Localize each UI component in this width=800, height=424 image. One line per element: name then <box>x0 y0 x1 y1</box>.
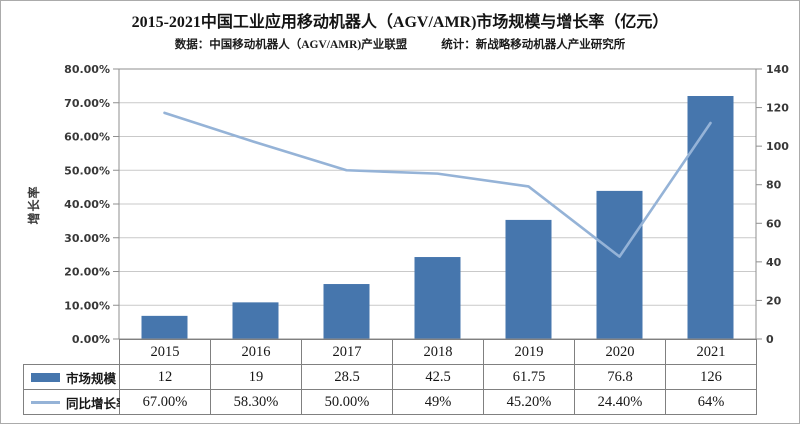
right-axis-tick-label: 40 <box>766 256 782 269</box>
line-legend-swatch <box>31 400 60 404</box>
value-cell: 49% <box>393 390 484 415</box>
year-cell: 2019 <box>484 339 575 365</box>
bar-2017 <box>323 284 370 339</box>
growth-rate-line <box>163 111 712 258</box>
value-cell: 28.5 <box>302 365 393 390</box>
bar-2020 <box>596 190 643 339</box>
legend-label: 同比增长率 <box>66 396 129 411</box>
chart-title: 2015-2021中国工业应用移动机器人（AGV/AMR)市场规模与增长率（亿元… <box>131 14 669 31</box>
chart-subtitle: 数据：中国移动机器人（AGV/AMR)产业联盟 统计：新战略移动机器人产业研究所 <box>1 36 799 52</box>
right-axis-tick-label: 80 <box>766 179 782 192</box>
left-axis-tick-label: 60.00% <box>64 131 110 144</box>
right-axis-tick-label: 100 <box>766 140 789 153</box>
year-cell: 2015 <box>120 339 211 365</box>
left-axis-tick-label: 50.00% <box>64 164 110 177</box>
year-cell: 2021 <box>666 339 757 365</box>
year-cell: 2017 <box>302 339 393 365</box>
left-axis-tick-label: 70.00% <box>64 97 110 110</box>
value-cell: 61.75 <box>484 365 575 390</box>
bar-2015 <box>141 315 188 339</box>
right-axis-tick-label: 120 <box>766 102 789 115</box>
statistics-source-label: 统计：新战略移动机器人产业研究所 <box>441 39 626 51</box>
bar-legend-swatch <box>31 372 60 382</box>
value-cell: 76.8 <box>575 365 666 390</box>
data-source-label: 数据：中国移动机器人（AGV/AMR)产业联盟 <box>174 39 408 51</box>
value-cell: 126 <box>666 365 757 390</box>
value-cell: 12 <box>120 365 211 390</box>
value-cell: 19 <box>211 365 302 390</box>
table-corner-cell <box>23 339 120 365</box>
value-cell: 50.00% <box>302 390 393 415</box>
bar-2016 <box>232 302 279 339</box>
right-axis-tick-label: 60 <box>766 217 782 230</box>
bar-2018 <box>414 257 461 339</box>
value-cell: 45.20% <box>484 390 575 415</box>
bar-2021 <box>687 96 734 339</box>
year-cell: 2018 <box>393 339 484 365</box>
value-cell: 67.00% <box>120 390 211 415</box>
left-axis-tick-label: 80.00% <box>64 63 110 76</box>
bar-2019 <box>505 219 552 339</box>
right-axis-tick-label: 140 <box>766 63 789 76</box>
left-axis-tick-label: 10.00% <box>64 299 110 312</box>
value-cell: 58.30% <box>211 390 302 415</box>
legend-row-header: 同比增长率 <box>23 390 129 415</box>
left-axis-tick-label: 0.00% <box>72 333 110 346</box>
value-cell: 42.5 <box>393 365 484 390</box>
year-cell: 2020 <box>575 339 666 365</box>
value-cell: 24.40% <box>575 390 666 415</box>
data-table: 2015 2016 2017 2018 2019 2020 2021 市场规模 12 19 28.5… <box>23 339 757 416</box>
right-axis-tick-label: 20 <box>766 294 782 307</box>
left-axis-tick-label: 40.00% <box>64 198 110 211</box>
right-axis-tick-label: 0 <box>766 333 774 346</box>
legend-row-header: 市场规模 <box>23 365 120 390</box>
year-cell: 2016 <box>211 339 302 365</box>
legend-label: 市场规模 <box>66 371 117 386</box>
left-axis-tick-label: 30.00% <box>64 232 110 245</box>
value-cell: 64% <box>666 390 757 415</box>
left-axis-tick-label: 20.00% <box>64 266 110 279</box>
